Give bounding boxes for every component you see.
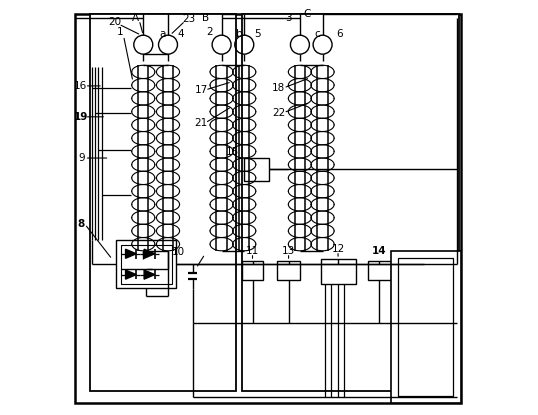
Bar xyxy=(277,261,300,280)
Text: c: c xyxy=(315,29,321,39)
Text: 13: 13 xyxy=(282,246,295,256)
Polygon shape xyxy=(125,270,136,279)
Text: 8: 8 xyxy=(77,219,84,229)
Text: 6: 6 xyxy=(336,29,342,39)
Bar xyxy=(321,259,356,284)
Text: 4: 4 xyxy=(178,29,185,39)
Bar xyxy=(121,244,172,284)
Text: 3: 3 xyxy=(285,13,292,23)
Text: 11: 11 xyxy=(246,246,259,256)
Bar xyxy=(121,255,147,284)
Text: 16: 16 xyxy=(74,81,87,91)
Text: 19: 19 xyxy=(73,112,88,122)
Bar xyxy=(391,251,461,403)
Text: 10: 10 xyxy=(172,247,185,257)
Bar xyxy=(242,261,263,280)
Text: 18: 18 xyxy=(272,83,285,93)
Bar xyxy=(244,158,269,181)
Text: 12: 12 xyxy=(331,244,345,254)
Text: 23: 23 xyxy=(182,14,195,24)
Text: B: B xyxy=(202,13,209,23)
Text: A: A xyxy=(132,13,139,23)
Polygon shape xyxy=(144,270,155,279)
Text: 17: 17 xyxy=(194,85,208,95)
Text: 20: 20 xyxy=(108,17,121,27)
Bar xyxy=(117,240,176,288)
Polygon shape xyxy=(144,249,155,258)
Polygon shape xyxy=(125,249,136,258)
Text: C: C xyxy=(303,9,311,19)
Bar xyxy=(368,261,391,280)
Bar xyxy=(398,258,453,396)
Text: b: b xyxy=(236,29,243,39)
Text: 2: 2 xyxy=(207,27,214,37)
Bar xyxy=(242,14,458,391)
Text: 1: 1 xyxy=(117,27,124,37)
Text: 5: 5 xyxy=(254,29,261,39)
Text: 22: 22 xyxy=(272,107,285,118)
Text: 14: 14 xyxy=(372,246,387,256)
Bar xyxy=(90,14,236,391)
Text: 15: 15 xyxy=(226,147,239,157)
Text: 21: 21 xyxy=(194,118,208,128)
Text: 9: 9 xyxy=(78,153,85,163)
Text: a: a xyxy=(160,29,166,39)
